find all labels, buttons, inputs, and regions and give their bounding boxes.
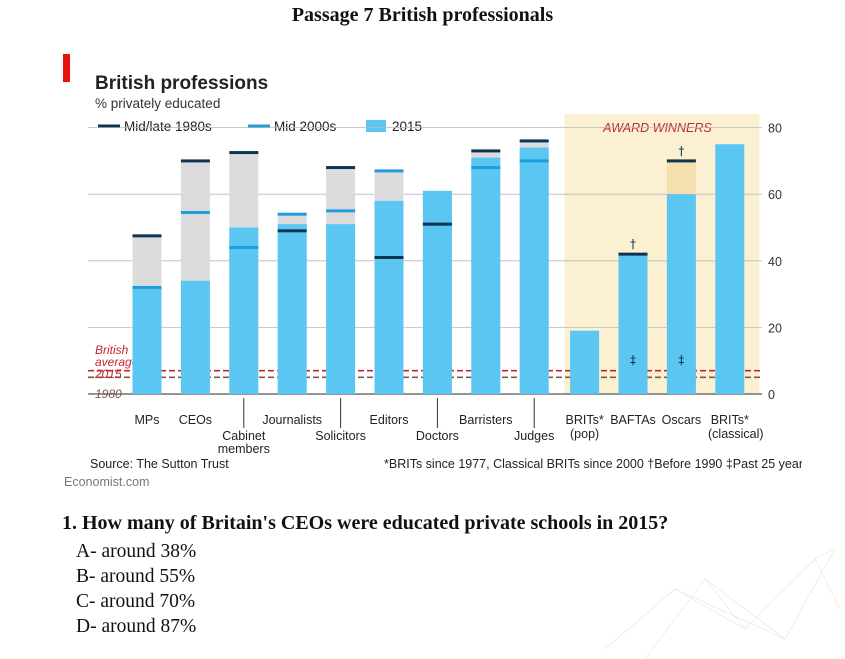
option-b[interactable]: B- around 55% <box>76 566 196 587</box>
bar-2015-barristers <box>471 157 501 394</box>
footnote: *BRITs since 1977, Classical BRITs since… <box>384 457 802 471</box>
x-tick-label: MPs <box>135 413 160 427</box>
legend-label-2000s: Mid 2000s <box>274 119 337 134</box>
marker-1980s-barristers <box>471 149 501 153</box>
marker-2000s-cabinet <box>229 245 259 249</box>
question-block: 1. How many of Britain's CEOs were educa… <box>62 512 668 641</box>
award-bar-3 <box>715 144 745 394</box>
award-bar-0 <box>570 330 600 394</box>
x-tick-label: Editors <box>370 413 409 427</box>
marker-before1990-1 <box>618 252 648 256</box>
legend-label-2015: 2015 <box>392 119 422 134</box>
source-note: Source: The Sutton Trust <box>90 457 229 471</box>
option-c[interactable]: C- around 70% <box>76 591 196 612</box>
bar-2015-doctors <box>422 190 452 394</box>
legend-label-1980s: Mid/late 1980s <box>124 119 212 134</box>
award-bar-2 <box>666 194 696 394</box>
x-tick-label: BRITs* <box>565 413 603 427</box>
question-text: 1. How many of Britain's CEOs were educa… <box>62 512 669 534</box>
marker-1980s-journalists <box>277 229 307 233</box>
x-tick-label: Doctors <box>416 429 459 443</box>
y-tick-label: 40 <box>768 255 782 269</box>
bar-2015-solicitors <box>326 224 356 394</box>
x-tick-label-line2: (classical) <box>708 427 764 441</box>
marker-2000s-ceos <box>180 211 210 215</box>
marker-2000s-barristers <box>471 166 501 170</box>
marker-1980s-solicitors <box>326 166 356 170</box>
y-tick-label: 20 <box>768 321 782 335</box>
marker-2000s-journalists <box>277 212 307 216</box>
x-tick-label: BRITs* <box>711 413 749 427</box>
marker-1980s-doctors <box>422 222 452 226</box>
marker-2000s-judges <box>519 159 549 163</box>
background-network-decoration <box>604 548 841 659</box>
marker-1980s-cabinet <box>229 151 259 155</box>
x-tick-label: Oscars <box>662 413 702 427</box>
bar-2015-editors <box>374 200 404 394</box>
double-dagger-marker: ‡ <box>630 353 636 367</box>
y-tick-label: 0 <box>768 388 775 402</box>
marker-2000s-mps <box>132 285 162 289</box>
option-a[interactable]: A- around 38% <box>76 541 197 562</box>
chart-subtitle: % privately educated <box>95 96 220 111</box>
marker-1980s-editors <box>374 255 404 259</box>
x-tick-label: BAFTAs <box>610 413 656 427</box>
bar-before1990-2 <box>666 160 696 195</box>
bar-2015-cabinet <box>229 227 259 394</box>
brand-tag <box>63 54 70 82</box>
chart-panel: British professions % privately educated M… <box>62 52 802 492</box>
option-d[interactable]: D- around 87% <box>76 616 197 637</box>
bar-2015-journalists <box>277 224 307 394</box>
x-tick-label-line2: (pop) <box>570 427 599 441</box>
y-tick-label: 80 <box>768 122 782 136</box>
brand-credit: Economist.com <box>64 475 149 489</box>
dagger-marker: † <box>678 144 684 158</box>
marker-2000s-editors <box>374 169 404 173</box>
x-tick-label: Cabinet <box>222 429 266 443</box>
double-dagger-marker: ‡ <box>678 353 684 367</box>
dagger-marker: † <box>630 237 636 251</box>
marker-before1990-2 <box>666 159 696 163</box>
award-bar-1 <box>618 254 648 394</box>
x-tick-label: CEOs <box>179 413 212 427</box>
slide-title: Passage 7 British professionals <box>291 4 554 26</box>
marker-2000s-solicitors <box>326 209 356 213</box>
legend-swatch-2015 <box>366 120 386 132</box>
x-tick-label: Barristers <box>459 413 512 427</box>
marker-1980s-judges <box>519 139 549 143</box>
x-tick-label: Judges <box>514 429 554 443</box>
average-label: 2015 <box>94 367 122 381</box>
average-label: British <box>95 343 129 357</box>
bar-2015-judges <box>519 147 549 394</box>
bar-2015-mps <box>132 287 162 394</box>
y-tick-label: 60 <box>768 188 782 202</box>
bar-2015-ceos <box>180 280 210 394</box>
average-1980-label: 1980 <box>95 387 122 401</box>
chart-title: British professions <box>95 73 268 94</box>
x-tick-label-line2: members <box>218 442 270 456</box>
average-label: average <box>95 355 139 369</box>
x-tick-label: Solicitors <box>315 429 366 443</box>
x-tick-label: Journalists <box>262 413 322 427</box>
marker-1980s-mps <box>132 234 162 238</box>
marker-1980s-ceos <box>180 159 210 163</box>
